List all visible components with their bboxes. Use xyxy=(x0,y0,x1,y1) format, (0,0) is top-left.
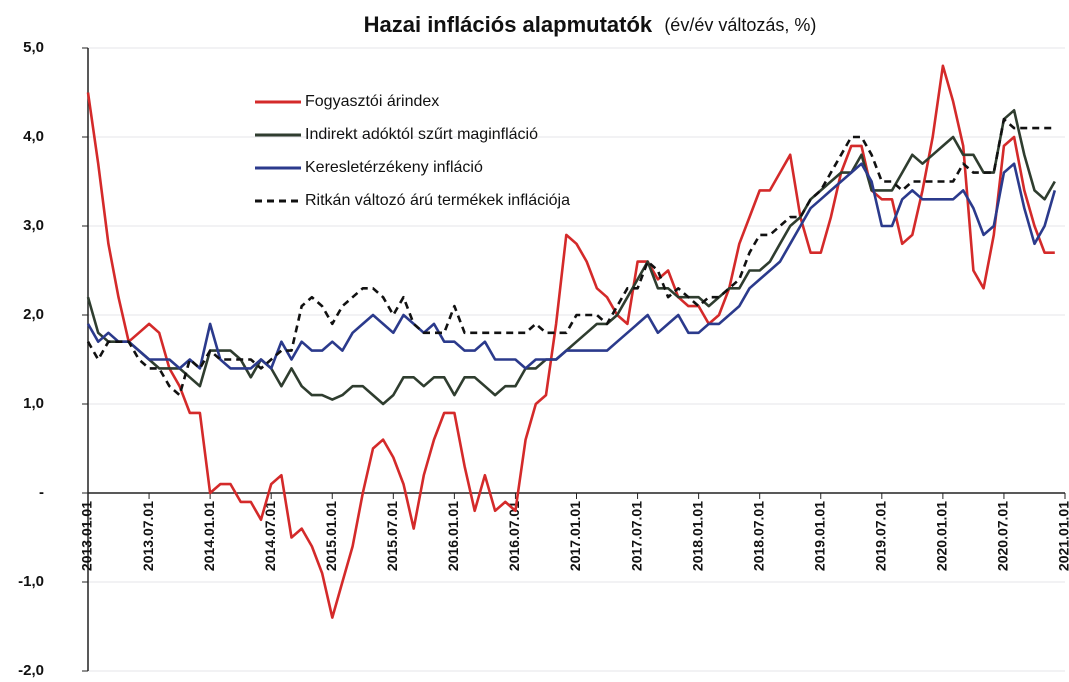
legend-label: Indirekt adóktól szűrt maginfláció xyxy=(305,126,538,143)
x-tick-label: 2013.07.01 xyxy=(140,501,156,571)
x-tick-label: 2015.01.01 xyxy=(323,501,339,571)
x-tick-label: 2017.07.01 xyxy=(628,501,644,571)
x-tick-label: 2018.07.01 xyxy=(750,501,766,571)
x-tick-label: 2015.07.01 xyxy=(384,501,400,571)
series-line xyxy=(86,109,1056,406)
y-tick-label: - xyxy=(39,484,44,501)
x-tick-label: 2020.07.01 xyxy=(995,501,1011,571)
series-line xyxy=(86,64,1055,619)
series-line xyxy=(86,162,1057,370)
x-tick-label: 2014.01.01 xyxy=(201,501,217,571)
x-tick-label: 2016.01.01 xyxy=(445,501,461,571)
x-tick-label: 2016.07.01 xyxy=(506,501,522,571)
y-tick-label: -2,0 xyxy=(18,662,44,679)
y-tick-label: 1,0 xyxy=(23,395,44,412)
x-tick-label: 2014.07.01 xyxy=(262,501,278,571)
x-tick-label: 2017.01.01 xyxy=(567,501,583,571)
y-tick-label: 3,0 xyxy=(23,217,44,234)
series-line xyxy=(86,117,1055,397)
legend-label: Ritkán változó árú termékek inflációja xyxy=(305,192,570,209)
y-tick-label: 5,0 xyxy=(23,39,44,56)
chart-title: Hazai inflációs alapmutatók xyxy=(364,12,653,37)
x-tick-label: 2020.01.01 xyxy=(934,501,950,571)
y-tick-label: -1,0 xyxy=(18,573,44,590)
legend-label: Fogyasztói árindex xyxy=(305,93,439,110)
chart-title-group: Hazai inflációs alapmutatók (év/év válto… xyxy=(364,12,817,37)
x-tick-label: 2019.01.01 xyxy=(811,501,827,571)
legend-label: Keresletérzékeny infláció xyxy=(305,159,483,176)
x-tick-label: 2018.01.01 xyxy=(689,501,705,571)
chart-subtitle: (év/év változás, %) xyxy=(664,15,816,35)
x-tick-label: 2013.01.01 xyxy=(79,501,95,571)
y-tick-label: 4,0 xyxy=(23,128,44,145)
x-tick-label: 2019.07.01 xyxy=(873,501,889,571)
y-tick-label: 2,0 xyxy=(23,306,44,323)
x-tick-label: 2021.01.01 xyxy=(1056,501,1069,571)
